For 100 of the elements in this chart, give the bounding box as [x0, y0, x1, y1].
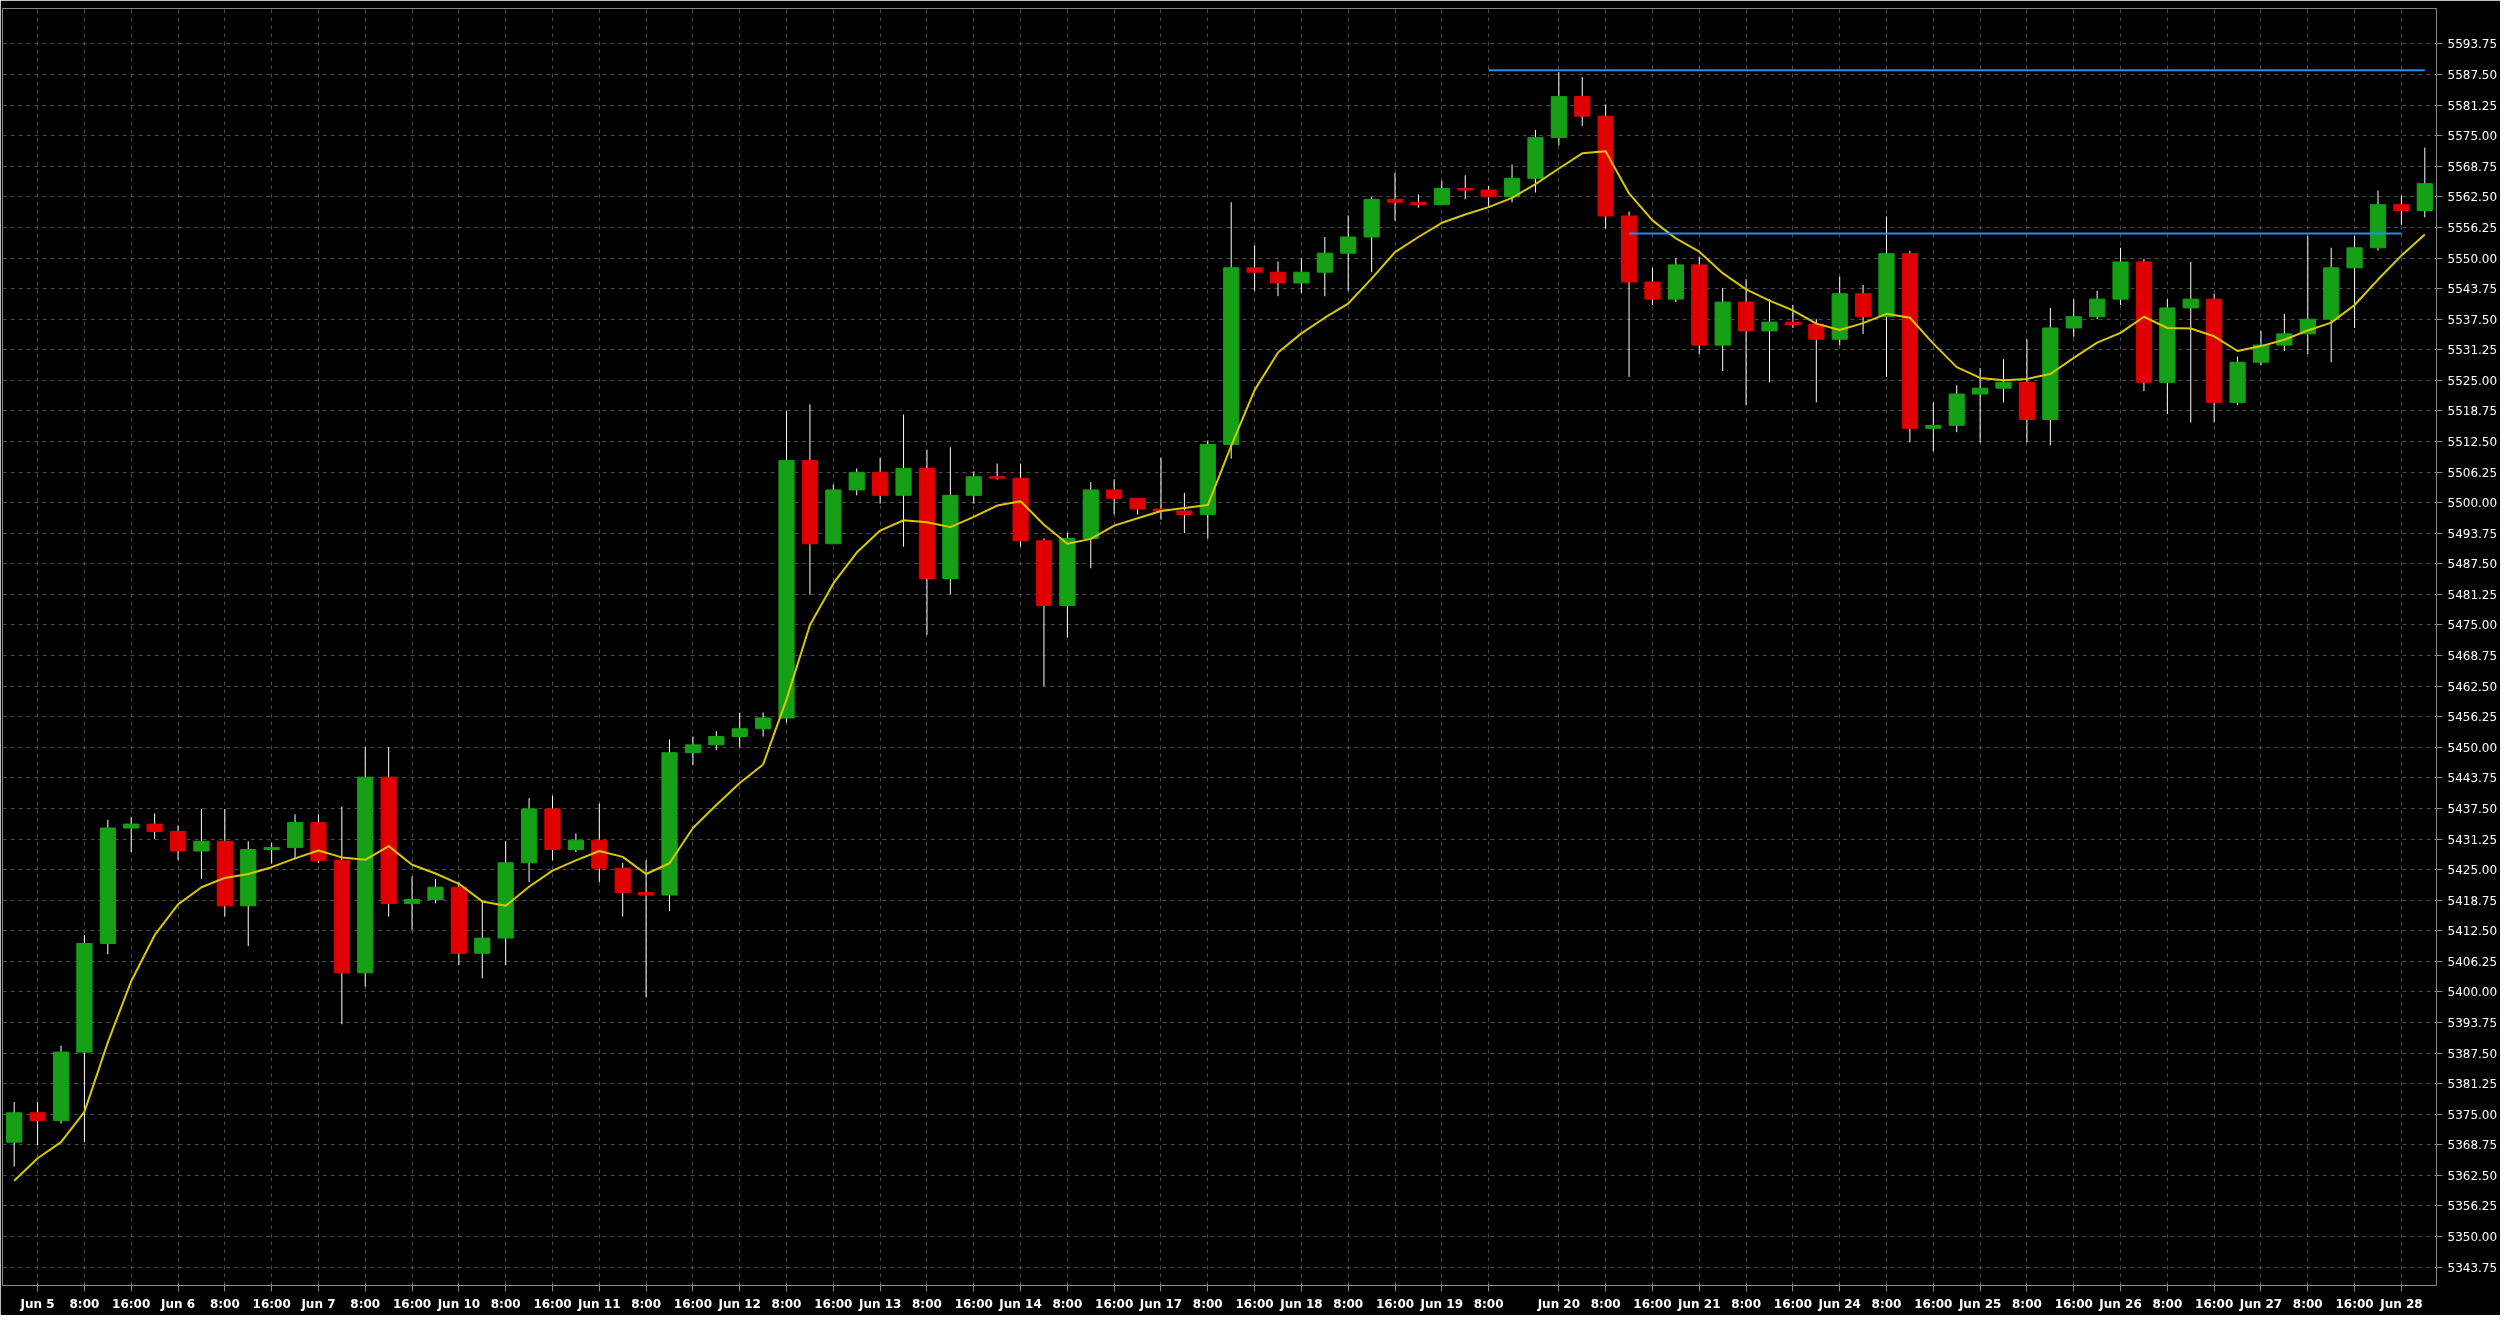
candlestick	[1972, 367, 1989, 443]
x-tick-label: 16:00	[814, 1296, 853, 1311]
x-tick-label: 16:00	[1633, 1296, 1672, 1311]
candlestick	[1246, 244, 1263, 292]
candlestick	[1386, 172, 1404, 222]
x-tick-label: 8:00	[209, 1296, 240, 1311]
y-tick-label: 5375.00	[2447, 1107, 2498, 1122]
x-tick-label: Jun 24	[1817, 1296, 1861, 1311]
y-tick-label: 5568.75	[2447, 159, 2498, 174]
x-tick-label: Jun 17	[1138, 1296, 1183, 1311]
x-tick-label: 8:00	[1871, 1296, 1902, 1311]
x-tick-label: Jun 26	[2098, 1296, 2142, 1311]
y-tick-label: 5481.25	[2447, 587, 2498, 602]
x-tick-label: Jun 14	[998, 1296, 1042, 1311]
x-tick-label: Jun 11	[577, 1296, 621, 1311]
x-tick-label: 16:00	[954, 1296, 993, 1311]
candlestick	[1503, 164, 1521, 203]
x-tick-label: 8:00	[771, 1296, 802, 1311]
y-tick-label: 5487.50	[2447, 557, 2498, 572]
x-tick-label: 8:00	[1333, 1296, 1364, 1311]
candlestick	[193, 808, 210, 880]
candlestick	[731, 712, 748, 748]
x-tick-label: 8:00	[69, 1296, 100, 1311]
x-tick-label: Jun 25	[1957, 1296, 2002, 1311]
x-tick-label: 8:00	[490, 1296, 521, 1311]
y-tick-label: 5412.50	[2447, 924, 2498, 939]
candlestick	[567, 832, 584, 853]
candlestick	[848, 467, 865, 496]
x-tick-label: 8:00	[2012, 1296, 2042, 1311]
candlestick	[1269, 260, 1287, 297]
y-tick-label: 5468.75	[2447, 649, 2498, 664]
candlestick	[1808, 318, 1825, 403]
candlestick	[872, 457, 889, 505]
candlestick	[146, 812, 163, 840]
y-tick-label: 5525.00	[2447, 373, 2498, 388]
candlestick	[123, 816, 140, 853]
candlestick	[474, 899, 491, 979]
candlestick	[1480, 185, 1497, 209]
y-tick-label: 5356.25	[2447, 1199, 2498, 1214]
candlestick	[263, 842, 280, 865]
x-tick-label: 16:00	[673, 1296, 713, 1311]
y-tick-label: 5562.50	[2447, 190, 2498, 205]
y-tick-label: 5381.25	[2447, 1077, 2498, 1092]
x-tick-label: Jun 5	[19, 1296, 55, 1311]
x-tick-label: 16:00	[2195, 1296, 2234, 1311]
y-tick-label: 5587.50	[2447, 68, 2498, 83]
x-tick-label: Jun 20	[1536, 1296, 1581, 1311]
y-tick-label: 5450.00	[2447, 740, 2498, 755]
y-tick-label: 5443.75	[2447, 771, 2498, 786]
candlestick	[29, 1101, 46, 1146]
y-tick-label: 5406.25	[2447, 954, 2498, 969]
y-tick-label: 5350.00	[2447, 1230, 2498, 1245]
y-tick-label: 5456.25	[2447, 710, 2498, 725]
x-tick-label: 8:00	[350, 1296, 381, 1311]
candlestick	[2089, 290, 2106, 320]
y-tick-label: 5393.75	[2447, 1016, 2498, 1031]
x-tick-label: 8:00	[1473, 1296, 1504, 1311]
x-tick-label: 8:00	[1192, 1296, 1223, 1311]
y-tick-label: 5575.00	[2447, 129, 2498, 144]
candlestick	[2065, 298, 2082, 338]
x-tick-label: 16:00	[112, 1296, 151, 1311]
x-tick-label: 16:00	[1375, 1296, 1415, 1311]
candlestick	[1574, 76, 1591, 127]
candlestick	[755, 712, 772, 738]
y-tick-label: 5506.25	[2447, 465, 2498, 480]
candlestick	[1784, 304, 1801, 329]
y-tick-label: 5400.00	[2447, 985, 2498, 1000]
x-tick-label: 16:00	[1235, 1296, 1274, 1311]
y-tick-label: 5475.00	[2447, 618, 2498, 633]
x-tick-label: Jun 27	[2238, 1296, 2283, 1311]
y-tick-label: 5531.25	[2447, 343, 2498, 358]
candlestick	[2346, 235, 2363, 329]
x-tick-label: 8:00	[1731, 1296, 1762, 1311]
candlestick	[684, 736, 702, 766]
candlestick	[1433, 180, 1450, 206]
candlestick	[1176, 492, 1193, 534]
x-tick-label: Jun 7	[300, 1296, 336, 1311]
candlestick	[1457, 174, 1474, 200]
line-series	[13, 150, 2426, 1182]
y-tick-label: 5500.00	[2447, 496, 2498, 511]
y-tick-label: 5512.50	[2447, 435, 2498, 450]
x-tick-label: 8:00	[912, 1296, 942, 1311]
candlestick	[2393, 195, 2410, 226]
x-tick-label: 16:00	[1773, 1296, 1812, 1311]
candlestick	[708, 730, 725, 751]
y-tick-label: 5387.50	[2447, 1046, 2498, 1061]
x-tick-label: 16:00	[252, 1296, 291, 1311]
y-tick-label: 5431.25	[2447, 832, 2498, 847]
y-tick-label: 5343.75	[2447, 1260, 2498, 1275]
x-tick-label: Jun 19	[1419, 1296, 1464, 1311]
y-tick-label: 5425.00	[2447, 863, 2498, 878]
candlestick	[2252, 330, 2270, 366]
x-tick-label: 16:00	[392, 1296, 432, 1311]
y-tick-label: 5518.75	[2447, 404, 2498, 419]
x-tick-label: Jun 12	[717, 1296, 761, 1311]
x-tick-label: Jun 28	[2379, 1296, 2423, 1311]
y-tick-label: 5362.50	[2447, 1168, 2498, 1183]
y-tick-label: 5493.75	[2447, 526, 2498, 541]
candlestick	[169, 825, 187, 861]
candlestick	[965, 470, 982, 505]
